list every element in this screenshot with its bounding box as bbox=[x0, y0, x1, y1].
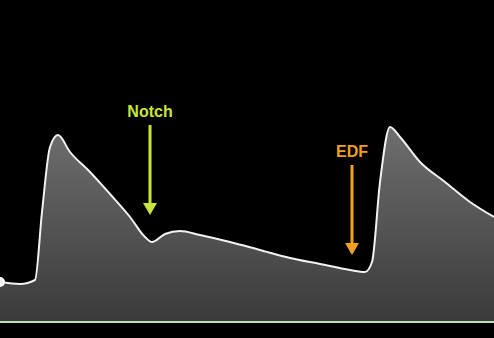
svg-text:EDF: EDF bbox=[336, 143, 368, 160]
svg-text:Notch: Notch bbox=[127, 103, 172, 120]
